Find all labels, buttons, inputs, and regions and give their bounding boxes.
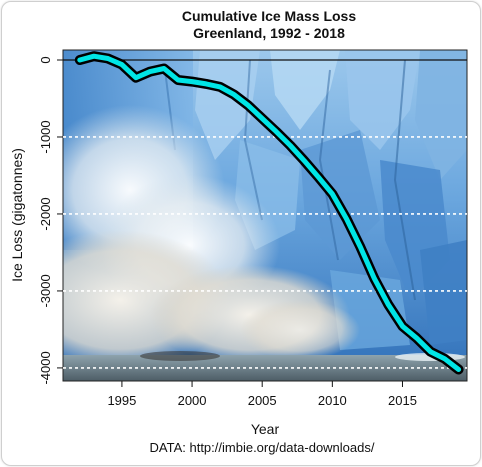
axis-layer: 1995 2000 2005 2010 2015 0 -1000 -2000 -3000 -400…: [38, 56, 417, 408]
series-line: [77, 53, 462, 372]
x-tick-label: 1995: [107, 393, 136, 408]
chart-subtitle: Greenland, 1992 - 2018: [193, 25, 345, 41]
y-tick-label: -4000: [38, 351, 53, 384]
x-tick-label: 2000: [178, 393, 207, 408]
plot-area-border: [62, 49, 468, 382]
y-axis-label: Ice Loss (gigatonnes): [9, 148, 25, 282]
data-source-note: DATA: http://imbie.org/data-downloads/: [150, 440, 375, 455]
chart-title: Cumulative Ice Mass Loss: [182, 8, 357, 24]
grid-layer: [63, 59, 467, 369]
glacier-photo-background: [63, 50, 467, 381]
y-tick-label: -1000: [38, 120, 53, 153]
x-tick-label: 2010: [318, 393, 347, 408]
x-tick-label: 2015: [388, 393, 417, 408]
series-layer: [74, 51, 464, 375]
x-tick-label: 2005: [248, 393, 277, 408]
x-axis-label: Year: [251, 421, 280, 437]
y-tick-label: -3000: [38, 274, 53, 307]
y-tick-label: 0: [38, 56, 53, 63]
y-tick-label: -2000: [38, 197, 53, 230]
